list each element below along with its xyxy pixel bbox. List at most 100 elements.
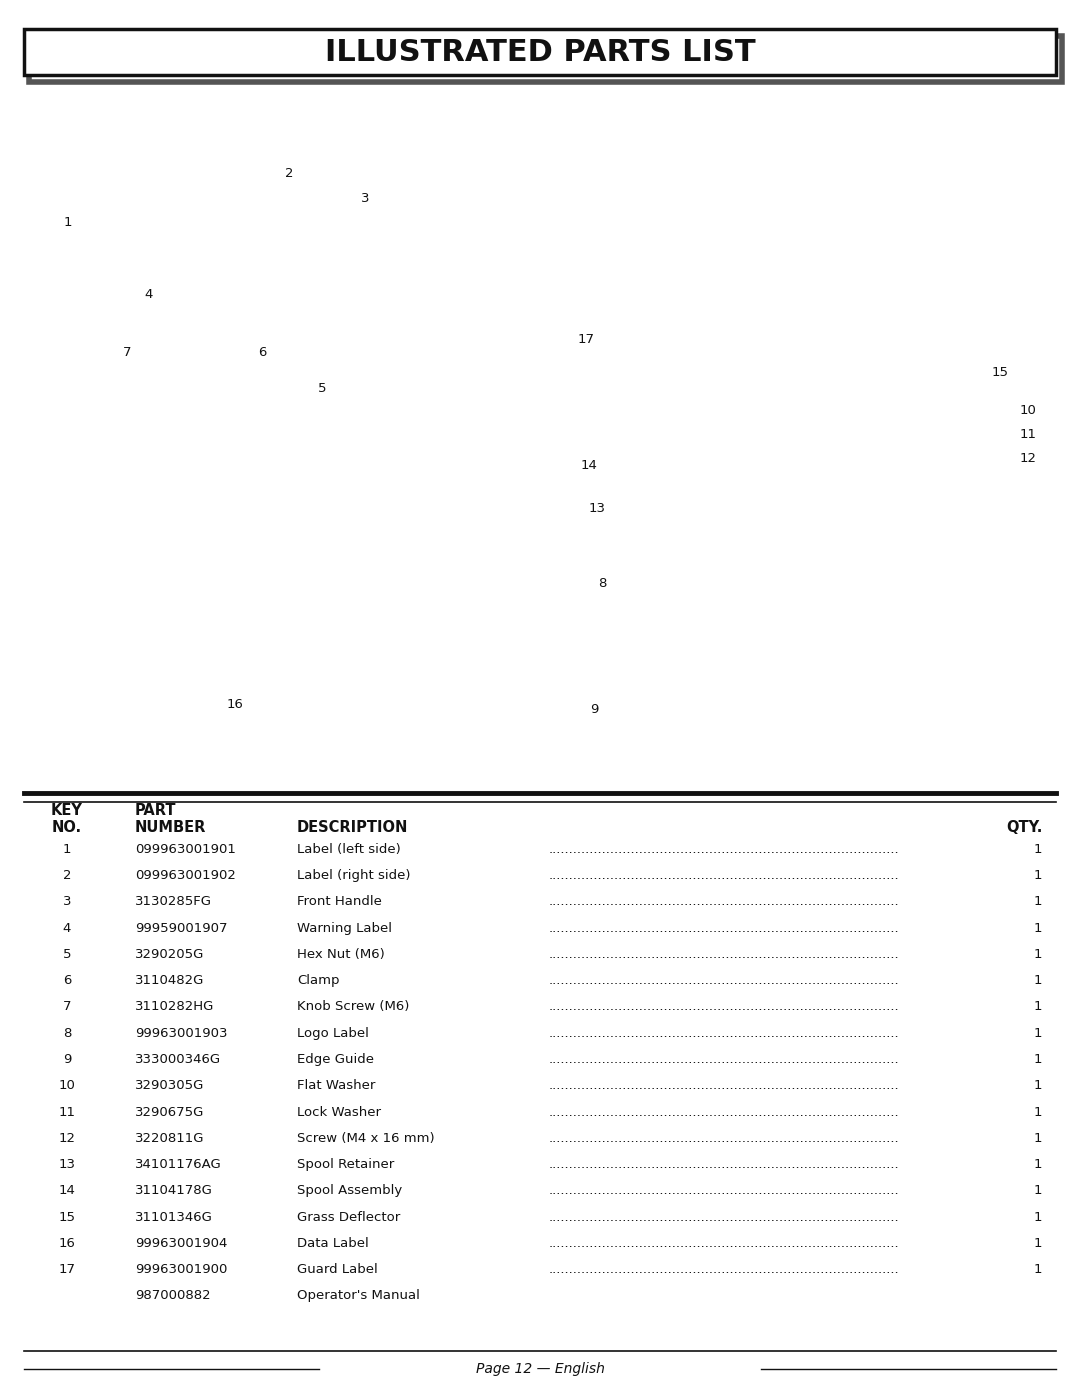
Text: Operator's Manual: Operator's Manual <box>297 1289 420 1302</box>
Text: Spool Retainer: Spool Retainer <box>297 1158 394 1171</box>
Text: Edge Guide: Edge Guide <box>297 1053 374 1066</box>
Text: Flat Washer: Flat Washer <box>297 1080 376 1092</box>
Text: 6: 6 <box>63 974 71 988</box>
Text: 1: 1 <box>1034 922 1042 935</box>
Text: Hex Nut (M6): Hex Nut (M6) <box>297 949 384 961</box>
Text: Warning Label: Warning Label <box>297 922 392 935</box>
Text: 10: 10 <box>1020 404 1037 418</box>
Text: ................................................................................: ........................................… <box>549 922 899 935</box>
Text: 3: 3 <box>361 191 369 205</box>
Text: Screw (M4 x 16 mm): Screw (M4 x 16 mm) <box>297 1132 434 1144</box>
Text: 2: 2 <box>285 166 294 180</box>
FancyBboxPatch shape <box>24 29 1056 75</box>
Text: 1: 1 <box>1034 1000 1042 1013</box>
Text: 1: 1 <box>63 842 71 856</box>
Text: 15: 15 <box>991 366 1009 380</box>
Text: 14: 14 <box>58 1185 76 1197</box>
Text: 16: 16 <box>227 697 244 711</box>
Text: ................................................................................: ........................................… <box>549 1185 899 1197</box>
Text: 13: 13 <box>58 1158 76 1171</box>
Text: 7: 7 <box>123 345 132 359</box>
Text: 099963001902: 099963001902 <box>135 869 235 882</box>
Text: Data Label: Data Label <box>297 1236 368 1250</box>
Text: ................................................................................: ........................................… <box>549 842 899 856</box>
Text: 12: 12 <box>58 1132 76 1144</box>
Text: 1: 1 <box>1034 1236 1042 1250</box>
Text: 9: 9 <box>63 1053 71 1066</box>
Text: Guard Label: Guard Label <box>297 1263 378 1275</box>
Text: 987000882: 987000882 <box>135 1289 211 1302</box>
Text: ................................................................................: ........................................… <box>549 1236 899 1250</box>
Text: 3290305G: 3290305G <box>135 1080 204 1092</box>
Text: 3110282HG: 3110282HG <box>135 1000 214 1013</box>
Text: 1: 1 <box>1034 974 1042 988</box>
Text: ................................................................................: ........................................… <box>549 1132 899 1144</box>
Text: Knob Screw (M6): Knob Screw (M6) <box>297 1000 409 1013</box>
Text: 1: 1 <box>1034 1158 1042 1171</box>
Text: ................................................................................: ........................................… <box>549 974 899 988</box>
Text: Label (right side): Label (right side) <box>297 869 410 882</box>
Text: Logo Label: Logo Label <box>297 1027 369 1039</box>
Text: ................................................................................: ........................................… <box>549 1158 899 1171</box>
Text: Clamp: Clamp <box>297 974 339 988</box>
Text: ................................................................................: ........................................… <box>549 1211 899 1224</box>
Text: 1: 1 <box>1034 1080 1042 1092</box>
Text: 17: 17 <box>578 332 595 346</box>
Text: 7: 7 <box>63 1000 71 1013</box>
Text: 99963001904: 99963001904 <box>135 1236 228 1250</box>
Text: 17: 17 <box>58 1263 76 1275</box>
Text: 3290205G: 3290205G <box>135 949 204 961</box>
Text: 8: 8 <box>598 577 607 591</box>
Text: Label (left side): Label (left side) <box>297 842 401 856</box>
Text: 8: 8 <box>63 1027 71 1039</box>
Text: 1: 1 <box>1034 895 1042 908</box>
Text: Spool Assembly: Spool Assembly <box>297 1185 402 1197</box>
Text: 9: 9 <box>590 703 598 717</box>
Text: DESCRIPTION: DESCRIPTION <box>297 820 408 834</box>
Text: 4: 4 <box>63 922 71 935</box>
Text: 1: 1 <box>1034 949 1042 961</box>
Text: ................................................................................: ........................................… <box>549 1080 899 1092</box>
Text: KEY: KEY <box>51 803 83 817</box>
Text: 2: 2 <box>63 869 71 882</box>
Bar <box>24 84 1056 789</box>
Text: 13: 13 <box>589 502 606 515</box>
Text: 1: 1 <box>1034 1211 1042 1224</box>
Text: ................................................................................: ........................................… <box>549 895 899 908</box>
Text: 99963001900: 99963001900 <box>135 1263 228 1275</box>
Text: 11: 11 <box>1020 427 1037 441</box>
Text: 1: 1 <box>1034 1053 1042 1066</box>
Text: 3220811G: 3220811G <box>135 1132 204 1144</box>
Text: 34101176AG: 34101176AG <box>135 1158 221 1171</box>
Text: 5: 5 <box>63 949 71 961</box>
Text: 1: 1 <box>1034 842 1042 856</box>
Text: ................................................................................: ........................................… <box>549 1027 899 1039</box>
Text: ................................................................................: ........................................… <box>549 1053 899 1066</box>
Text: 10: 10 <box>58 1080 76 1092</box>
Text: ................................................................................: ........................................… <box>549 949 899 961</box>
Text: 1: 1 <box>1034 1105 1042 1119</box>
Text: Page 12 — English: Page 12 — English <box>475 1362 605 1376</box>
Text: 31104178G: 31104178G <box>135 1185 213 1197</box>
Text: 3130285FG: 3130285FG <box>135 895 212 908</box>
Text: 99959001907: 99959001907 <box>135 922 228 935</box>
Text: 333000346G: 333000346G <box>135 1053 221 1066</box>
Text: 1: 1 <box>1034 1185 1042 1197</box>
Text: 31101346G: 31101346G <box>135 1211 213 1224</box>
Text: NUMBER: NUMBER <box>135 820 206 834</box>
Text: PART: PART <box>135 803 176 817</box>
Text: 14: 14 <box>580 458 597 472</box>
Text: 1: 1 <box>1034 1027 1042 1039</box>
Text: 1: 1 <box>64 215 72 229</box>
Text: 4: 4 <box>145 288 153 302</box>
Text: ................................................................................: ........................................… <box>549 869 899 882</box>
Text: 99963001903: 99963001903 <box>135 1027 228 1039</box>
Text: 1: 1 <box>1034 869 1042 882</box>
Text: QTY.: QTY. <box>1005 820 1042 834</box>
Text: 12: 12 <box>1020 451 1037 465</box>
Text: NO.: NO. <box>52 820 82 834</box>
Text: 15: 15 <box>58 1211 76 1224</box>
Text: Grass Deflector: Grass Deflector <box>297 1211 401 1224</box>
Text: ................................................................................: ........................................… <box>549 1000 899 1013</box>
Text: ILLUSTRATED PARTS LIST: ILLUSTRATED PARTS LIST <box>325 38 755 67</box>
